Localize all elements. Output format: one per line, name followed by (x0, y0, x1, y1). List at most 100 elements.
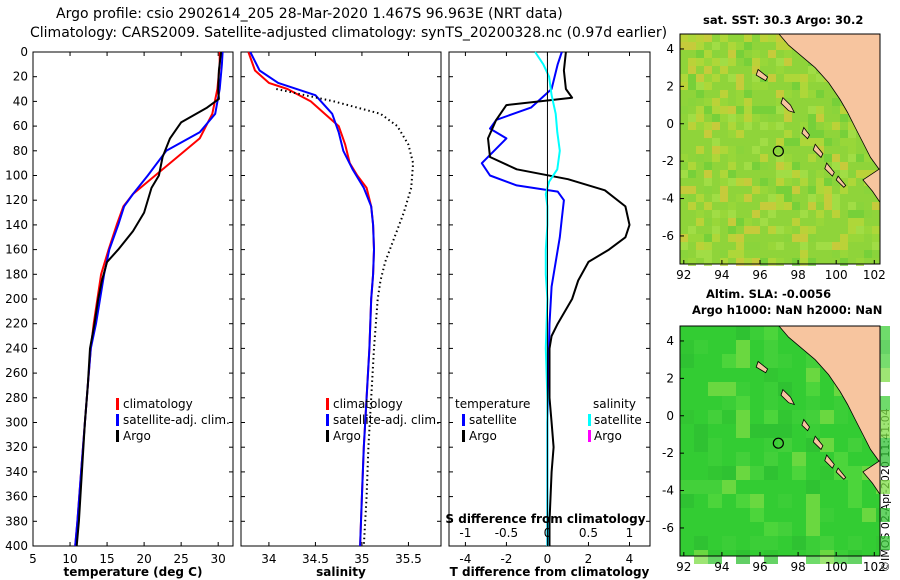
sea-texture-cell (736, 74, 744, 82)
sea-texture-cell (728, 218, 736, 226)
sea-texture-cell (792, 74, 800, 82)
sea-texture-cell (808, 74, 816, 82)
sea-texture-cell (862, 508, 876, 522)
sea-texture-cell (800, 138, 808, 146)
sea-texture-cell (720, 66, 728, 74)
sea-texture-cell (708, 550, 722, 564)
sea-texture-cell (744, 226, 752, 234)
sea-texture-cell (696, 114, 704, 122)
x-axis-label: T difference from climatology (450, 565, 650, 579)
sea-texture-cell (776, 194, 784, 202)
sea-texture-cell (848, 122, 856, 130)
sea-texture-cell (848, 178, 856, 186)
sea-texture-cell (752, 210, 760, 218)
sea-texture-cell (694, 340, 708, 354)
x-axis-label-top: S difference from climatology (445, 512, 645, 526)
map-x-tick-label: 92 (676, 268, 691, 282)
sea-texture-cell (820, 550, 834, 564)
sea-texture-cell (864, 154, 872, 162)
figure-title-line-2: Climatology: CARS2009. Satellite-adjuste… (30, 25, 668, 41)
sea-texture-cell (712, 210, 720, 218)
sea-texture-cell (680, 354, 694, 368)
sea-texture-cell (768, 122, 776, 130)
sea-texture-cell (752, 50, 760, 58)
sea-texture-cell (688, 170, 696, 178)
sea-texture-cell (816, 90, 824, 98)
sea-texture-cell (840, 138, 848, 146)
sea-texture-cell (696, 90, 704, 98)
sea-texture-cell (712, 114, 720, 122)
sea-texture-cell (712, 50, 720, 58)
sea-texture-cell (704, 58, 712, 66)
sea-texture-cell (720, 194, 728, 202)
sea-texture-cell (832, 202, 840, 210)
s-tick-label: -1 (459, 526, 471, 540)
y-tick-label: 100 (5, 169, 28, 183)
sea-texture-cell (736, 106, 744, 114)
sea-texture-cell (704, 66, 712, 74)
sea-texture-cell (704, 186, 712, 194)
sea-texture-cell (760, 34, 768, 42)
sea-texture-cell (704, 74, 712, 82)
sea-texture-cell (792, 536, 806, 550)
sea-texture-cell (696, 242, 704, 250)
sea-texture-cell (808, 234, 816, 242)
sea-texture-cell (704, 170, 712, 178)
sea-texture-cell (736, 130, 744, 138)
legend-label: satellite-adj. clim. (123, 413, 230, 427)
sea-texture-cell (760, 154, 768, 162)
sea-texture-cell (736, 354, 750, 368)
sea-texture-cell (784, 162, 792, 170)
sea-texture-cell (728, 146, 736, 154)
sea-texture-cell (688, 114, 696, 122)
legend-swatch (462, 414, 465, 426)
sea-texture-cell (848, 234, 856, 242)
sea-texture-cell (816, 114, 824, 122)
sea-texture-cell (736, 340, 750, 354)
sea-texture-cell (744, 218, 752, 226)
sea-texture-cell (688, 122, 696, 130)
sea-texture-cell (784, 50, 792, 58)
sea-texture-cell (680, 494, 694, 508)
sea-texture-cell (708, 438, 722, 452)
land-island (835, 175, 847, 188)
land-island (755, 360, 769, 374)
sea-texture-cell (820, 438, 834, 452)
sea-texture-cell (712, 146, 720, 154)
sea-texture-cell (680, 242, 688, 250)
sea-texture-cell (764, 340, 778, 354)
s-tick-label: 1 (626, 526, 634, 540)
sea-texture-cell (872, 250, 880, 258)
sea-texture-cell (848, 226, 856, 234)
map-y-tick-label: -4 (662, 192, 674, 206)
sea-texture-cell (720, 186, 728, 194)
sea-texture-cell (784, 114, 792, 122)
sea-texture-cell (872, 226, 880, 234)
sea-texture-cell (688, 162, 696, 170)
sea-texture-cell (806, 368, 820, 382)
sea-texture-cell (722, 382, 736, 396)
sea-texture-cell (840, 258, 848, 266)
sea-texture-cell (792, 218, 800, 226)
x-tick-label: 20 (136, 552, 151, 566)
sea-texture-cell (728, 250, 736, 258)
sea-texture-cell (720, 34, 728, 42)
sea-texture-cell (856, 226, 864, 234)
sea-texture-cell (800, 258, 808, 266)
sea-texture-cell (800, 170, 808, 178)
sea-texture-cell (736, 98, 744, 106)
sea-texture-cell (856, 234, 864, 242)
sea-texture-cell (808, 202, 816, 210)
map-y-tick-label: -4 (662, 484, 674, 498)
sea-texture-cell (792, 138, 800, 146)
sea-texture-cell (872, 234, 880, 242)
land-island (812, 143, 824, 159)
sea-texture-cell (808, 154, 816, 162)
sea-texture-cell (688, 66, 696, 74)
figure-title-line-1: Argo profile: csio 2902614_205 28-Mar-20… (56, 6, 563, 22)
sea-texture-cell (744, 106, 752, 114)
sea-texture-cell (792, 186, 800, 194)
sea-texture-cell (728, 170, 736, 178)
sea-texture-cell (728, 234, 736, 242)
sea-texture-cell (704, 234, 712, 242)
